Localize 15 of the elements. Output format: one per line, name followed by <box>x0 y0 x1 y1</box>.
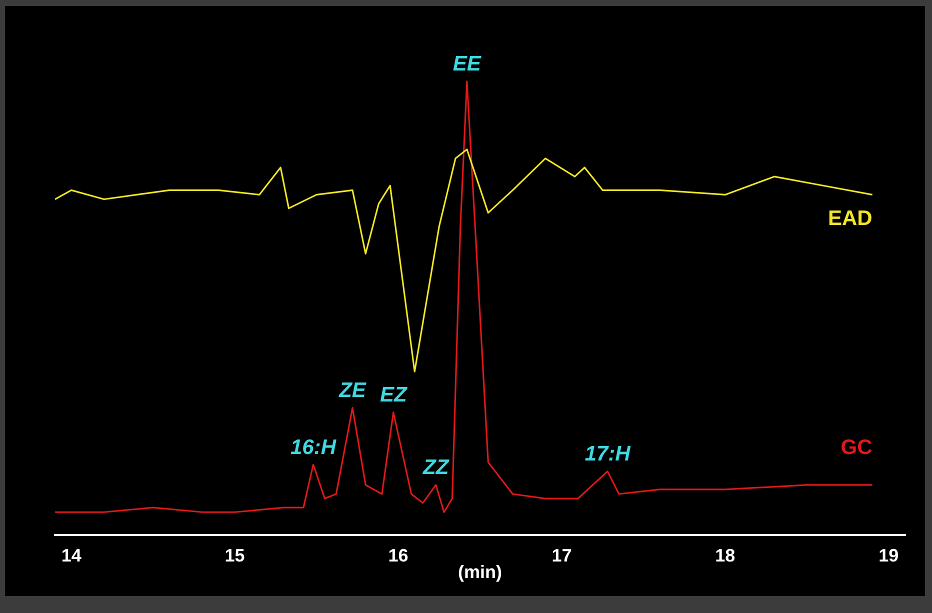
x-axis-title: (min) <box>458 562 502 582</box>
annotation: 16:H <box>290 436 337 459</box>
x-tick-label: 16 <box>388 546 408 566</box>
x-tick-label: 18 <box>715 546 736 566</box>
annotation: EE <box>452 52 482 76</box>
x-tick-label: 15 <box>224 546 245 566</box>
x-tick-label: 17 <box>552 546 572 566</box>
annotation: 17:H <box>584 442 632 466</box>
series-label: GC <box>840 436 872 460</box>
x-tick-label: 19 <box>878 546 899 566</box>
x-tick-label: 14 <box>61 546 82 566</box>
annotation: EZ <box>380 384 408 407</box>
annotation: ZZ <box>422 456 450 480</box>
annotation: ZE <box>338 379 367 402</box>
series-label: EAD <box>828 207 872 230</box>
